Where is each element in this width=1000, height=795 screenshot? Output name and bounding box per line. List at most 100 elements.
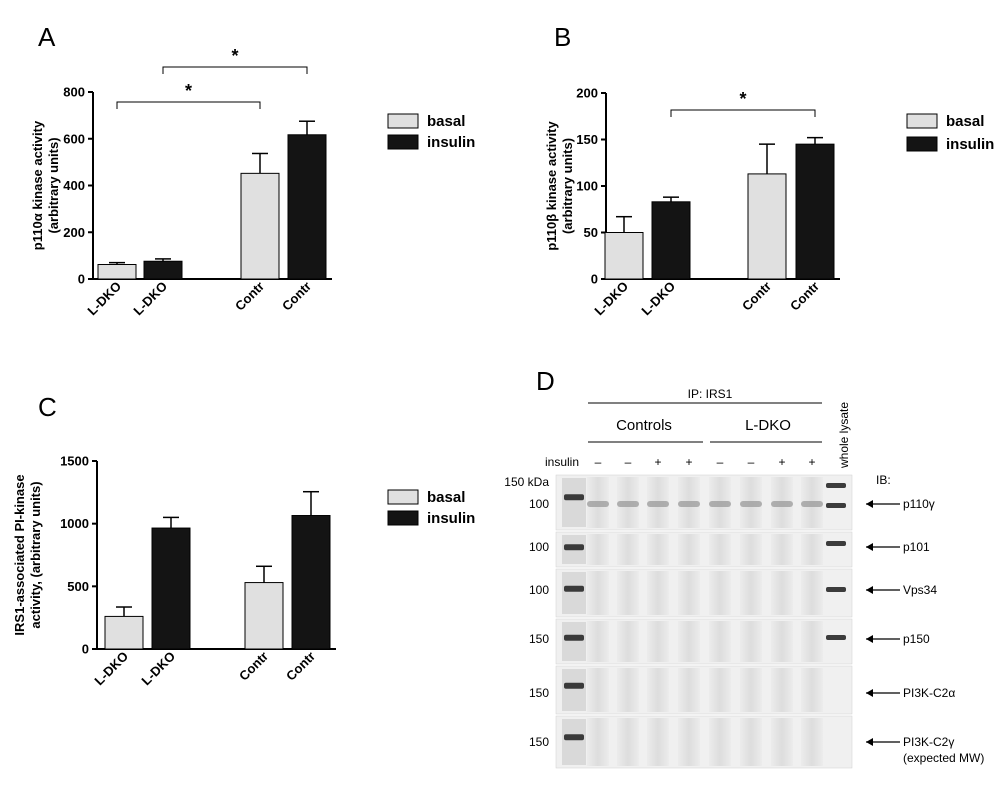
blot-lane bbox=[647, 621, 669, 662]
y-tick-label: 200 bbox=[576, 86, 598, 101]
y-axis-label: activity, (arbitrary units) bbox=[28, 481, 43, 628]
x-category-label: Contr bbox=[236, 649, 271, 684]
blot-lane bbox=[740, 668, 762, 712]
blot-lane bbox=[771, 718, 793, 766]
x-category-label: Contr bbox=[787, 279, 822, 314]
blot-lane bbox=[678, 621, 700, 662]
legend-label-basal: basal bbox=[427, 113, 465, 130]
group-label-controls: Controls bbox=[616, 417, 672, 434]
ladder-band bbox=[564, 634, 584, 641]
significance-bracket bbox=[162, 66, 308, 74]
blot-lane bbox=[617, 571, 639, 615]
blot-lane bbox=[709, 534, 731, 565]
panel-letter-b: B bbox=[554, 22, 571, 52]
y-axis-label: IRS1-associated PI-kinase bbox=[12, 474, 27, 635]
blot-lane bbox=[647, 534, 669, 565]
x-category-label: L-DKO bbox=[130, 279, 170, 319]
insulin-sign: + bbox=[808, 455, 815, 469]
ladder-lane bbox=[562, 572, 586, 614]
insulin-sign: + bbox=[685, 455, 692, 469]
y-tick-label: 100 bbox=[576, 179, 598, 194]
legend-label-insulin: insulin bbox=[427, 510, 475, 527]
protein-band bbox=[801, 501, 823, 507]
blot-lane bbox=[647, 668, 669, 712]
bar-insulin bbox=[795, 143, 835, 280]
insulin-sign: + bbox=[778, 455, 785, 469]
insulin-sign: + bbox=[654, 455, 661, 469]
ladder-band bbox=[564, 682, 584, 689]
x-category-label: L-DKO bbox=[638, 279, 678, 319]
x-category-label: Contr bbox=[279, 279, 314, 314]
significance-bracket bbox=[116, 101, 261, 109]
blot-lane bbox=[709, 571, 731, 615]
y-axis-label: (arbitrary units) bbox=[46, 137, 61, 233]
x-category-label: Contr bbox=[739, 279, 774, 314]
blot-lane bbox=[771, 668, 793, 712]
mw-marker-label: 100 bbox=[529, 497, 549, 511]
protein-band bbox=[678, 501, 700, 507]
target-label: Vps34 bbox=[903, 583, 937, 597]
lysate-band bbox=[826, 541, 846, 546]
blot-lane bbox=[617, 718, 639, 766]
panel-letter-a: A bbox=[38, 22, 56, 52]
protein-band bbox=[587, 501, 609, 507]
legend-swatch-basal bbox=[387, 113, 419, 129]
y-axis-label: p110β kinase activity bbox=[544, 121, 559, 251]
lysate-band bbox=[826, 587, 846, 592]
y-tick-label: 0 bbox=[82, 642, 89, 657]
ladder-lane bbox=[562, 719, 586, 765]
panel-letter-c: C bbox=[38, 392, 57, 422]
blot-lane bbox=[771, 621, 793, 662]
blot-lane bbox=[771, 571, 793, 615]
protein-band bbox=[709, 501, 731, 507]
chart-panel-b: 0 50 100 150 200 p110β kinase activity (arbitr… bbox=[544, 86, 994, 319]
band-arrowhead bbox=[866, 586, 873, 594]
target-label: p110γ bbox=[903, 497, 935, 511]
ladder-lane bbox=[562, 478, 586, 527]
band-arrowhead bbox=[866, 500, 873, 508]
insulin-sign: – bbox=[625, 455, 632, 469]
bar-basal bbox=[244, 582, 284, 650]
ladder-lane bbox=[562, 622, 586, 661]
blot-lane bbox=[801, 668, 823, 712]
significance-star: * bbox=[231, 46, 238, 66]
ladder-lane bbox=[562, 669, 586, 711]
bar-insulin bbox=[287, 134, 327, 280]
chart-panel-a: 0 200 400 600 800 p110α kinase activity (arbit… bbox=[30, 46, 475, 318]
blot-lane bbox=[801, 571, 823, 615]
blot-lane bbox=[740, 571, 762, 615]
mw-marker-label-top: 150 kDa bbox=[504, 475, 549, 489]
protein-band bbox=[647, 501, 669, 507]
blot-lane bbox=[587, 668, 609, 712]
bar-insulin bbox=[151, 527, 191, 650]
blot-lane bbox=[587, 621, 609, 662]
blot-lane bbox=[647, 718, 669, 766]
insulin-sign: – bbox=[748, 455, 755, 469]
x-category-label: Contr bbox=[283, 649, 318, 684]
insulin-sign: – bbox=[595, 455, 602, 469]
y-axis-label: (arbitrary units) bbox=[560, 138, 575, 234]
x-category-label: L-DKO bbox=[84, 279, 124, 319]
significance-star: * bbox=[739, 89, 746, 109]
protein-band bbox=[617, 501, 639, 507]
target-label: p150 bbox=[903, 632, 930, 646]
band-arrowhead bbox=[866, 543, 873, 551]
bar-basal bbox=[240, 172, 280, 280]
y-tick-label: 1000 bbox=[60, 516, 89, 531]
band-arrowhead bbox=[866, 689, 873, 697]
western-blot-panel: IP: IRS1 Controls L-DKO whole lysate ins… bbox=[504, 387, 984, 769]
group-label-ldko: L-DKO bbox=[745, 417, 791, 434]
legend-swatch-basal bbox=[387, 489, 419, 505]
blot-lane bbox=[587, 718, 609, 766]
legend-swatch-insulin bbox=[387, 134, 419, 150]
y-tick-label: 150 bbox=[576, 132, 598, 147]
ladder-band bbox=[564, 734, 584, 741]
legend-swatch-insulin bbox=[906, 136, 938, 152]
x-category-label: L-DKO bbox=[91, 649, 131, 689]
blot-lane bbox=[587, 571, 609, 615]
ladder-band bbox=[564, 494, 584, 501]
mw-marker-label: 150 bbox=[529, 632, 549, 646]
y-tick-label: 50 bbox=[584, 225, 598, 240]
significance-star: * bbox=[185, 81, 192, 101]
